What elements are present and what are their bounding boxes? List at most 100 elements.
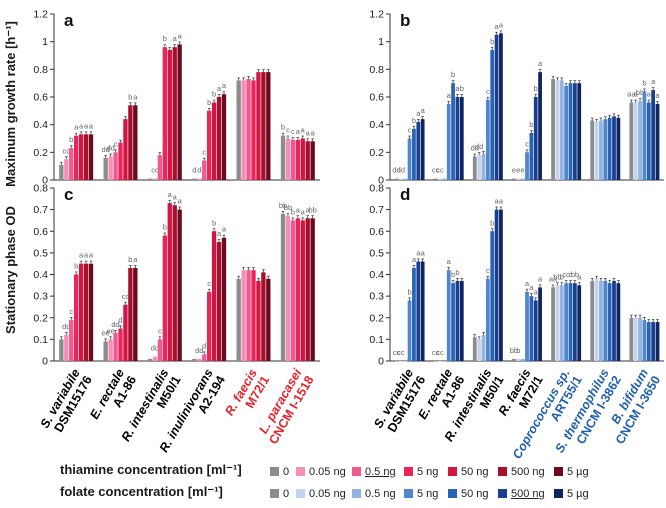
significance-letter: c	[286, 126, 290, 135]
bar	[246, 270, 251, 361]
bar	[69, 148, 74, 180]
thiamine-legend-item: 500 ng	[498, 466, 545, 478]
significance-letter: a	[301, 207, 306, 216]
significance-letter: a	[494, 22, 499, 31]
y-tick-label: 0.4	[369, 119, 384, 131]
y-tick-label: 0.7	[33, 204, 48, 216]
legend-label: 500 ng	[511, 466, 545, 478]
bar	[246, 79, 251, 180]
bar	[485, 99, 490, 180]
bar	[485, 278, 490, 361]
legend-swatch	[352, 489, 361, 498]
significance-letter: b	[163, 223, 167, 232]
bar	[211, 231, 217, 361]
significance-letter: bb	[284, 203, 292, 212]
legend-swatch	[404, 489, 413, 498]
bar	[520, 358, 525, 361]
bar	[108, 339, 113, 361]
bar	[216, 97, 222, 180]
folate-legend-item: 50 ng	[448, 488, 489, 500]
bar	[590, 120, 595, 180]
bar	[420, 119, 425, 180]
significance-letter: b	[460, 84, 464, 93]
thiamine-legend-item: 0.5 ng	[352, 466, 396, 478]
significance-letter: dd	[151, 344, 159, 353]
bar	[285, 138, 291, 180]
bar	[167, 49, 172, 180]
y-tick-label: 0.5	[33, 247, 48, 259]
bar	[236, 80, 241, 180]
bar	[455, 97, 460, 180]
y-tick-label: 0.4	[33, 269, 48, 281]
legend-label: 0.05 ng	[309, 466, 346, 478]
bar	[520, 178, 525, 180]
legend-label: 0	[283, 488, 290, 500]
bar	[446, 270, 451, 361]
legend-swatch	[554, 467, 563, 476]
bar	[108, 156, 113, 180]
bar	[446, 103, 451, 180]
significance-letter: a	[634, 90, 639, 99]
folate-legend-title: folate concentration [ml⁻¹]	[60, 484, 223, 499]
bar	[78, 134, 84, 180]
legend-label: 0.5 ng	[365, 488, 396, 500]
significance-letter: b	[534, 84, 538, 93]
bar	[162, 47, 168, 181]
panel-label: b	[400, 11, 410, 30]
significance-letter: bb	[636, 88, 644, 97]
thiamine-legend-title: thiamine concentration [ml⁻¹]	[60, 462, 242, 477]
significance-letter: a	[421, 106, 426, 115]
y-axis-title: Maximum growth rate [h⁻¹]	[3, 21, 18, 187]
bar	[285, 216, 291, 361]
significance-letter: dd	[392, 166, 400, 175]
legend-swatch	[498, 489, 507, 498]
strain-label: S. variabileDSM15176	[38, 366, 95, 437]
y-tick-label: 0	[378, 356, 384, 368]
bar	[559, 80, 564, 180]
significance-letter: cc	[151, 166, 159, 175]
bar	[103, 341, 108, 361]
significance-letter: bb	[510, 346, 518, 355]
legend-swatch	[448, 467, 457, 476]
significance-letter: a	[222, 81, 227, 90]
bar	[472, 156, 477, 180]
bar	[459, 280, 464, 361]
significance-letter: a	[538, 59, 543, 68]
significance-letter: a	[577, 272, 582, 281]
y-tick-label: 1	[42, 36, 48, 48]
significance-letter: cc	[432, 166, 440, 175]
bar	[172, 205, 177, 361]
bar	[433, 178, 438, 180]
bar	[490, 231, 495, 361]
y-tick-label: 1.2	[33, 9, 48, 21]
significance-letter: c	[207, 279, 211, 288]
bar	[651, 322, 656, 361]
bar	[394, 178, 399, 180]
significance-letter: a	[168, 190, 173, 199]
bar	[241, 270, 246, 361]
bar	[590, 280, 595, 361]
bar	[88, 134, 94, 180]
bar	[256, 280, 261, 361]
y-tick-label: 0	[42, 175, 48, 187]
bar	[455, 280, 460, 361]
bar	[241, 80, 246, 180]
significance-letter: b	[291, 207, 295, 216]
bar	[59, 164, 64, 180]
y-tick-label: 0.4	[369, 269, 384, 281]
significance-letter: c	[569, 270, 573, 279]
bar	[555, 80, 560, 180]
significance-letter: c	[114, 139, 118, 148]
bar	[266, 278, 271, 361]
significance-letter: aa	[627, 90, 636, 99]
significance-letter: b	[128, 255, 132, 264]
significance-letter: c	[69, 307, 73, 316]
legend-swatch	[352, 467, 361, 476]
panel-label: c	[64, 185, 73, 204]
bar	[221, 94, 227, 180]
significance-letter: b	[212, 218, 216, 227]
bar	[616, 283, 621, 361]
significance-letter: b	[490, 218, 494, 227]
significance-letter: dd	[397, 166, 405, 175]
bar	[568, 83, 573, 180]
